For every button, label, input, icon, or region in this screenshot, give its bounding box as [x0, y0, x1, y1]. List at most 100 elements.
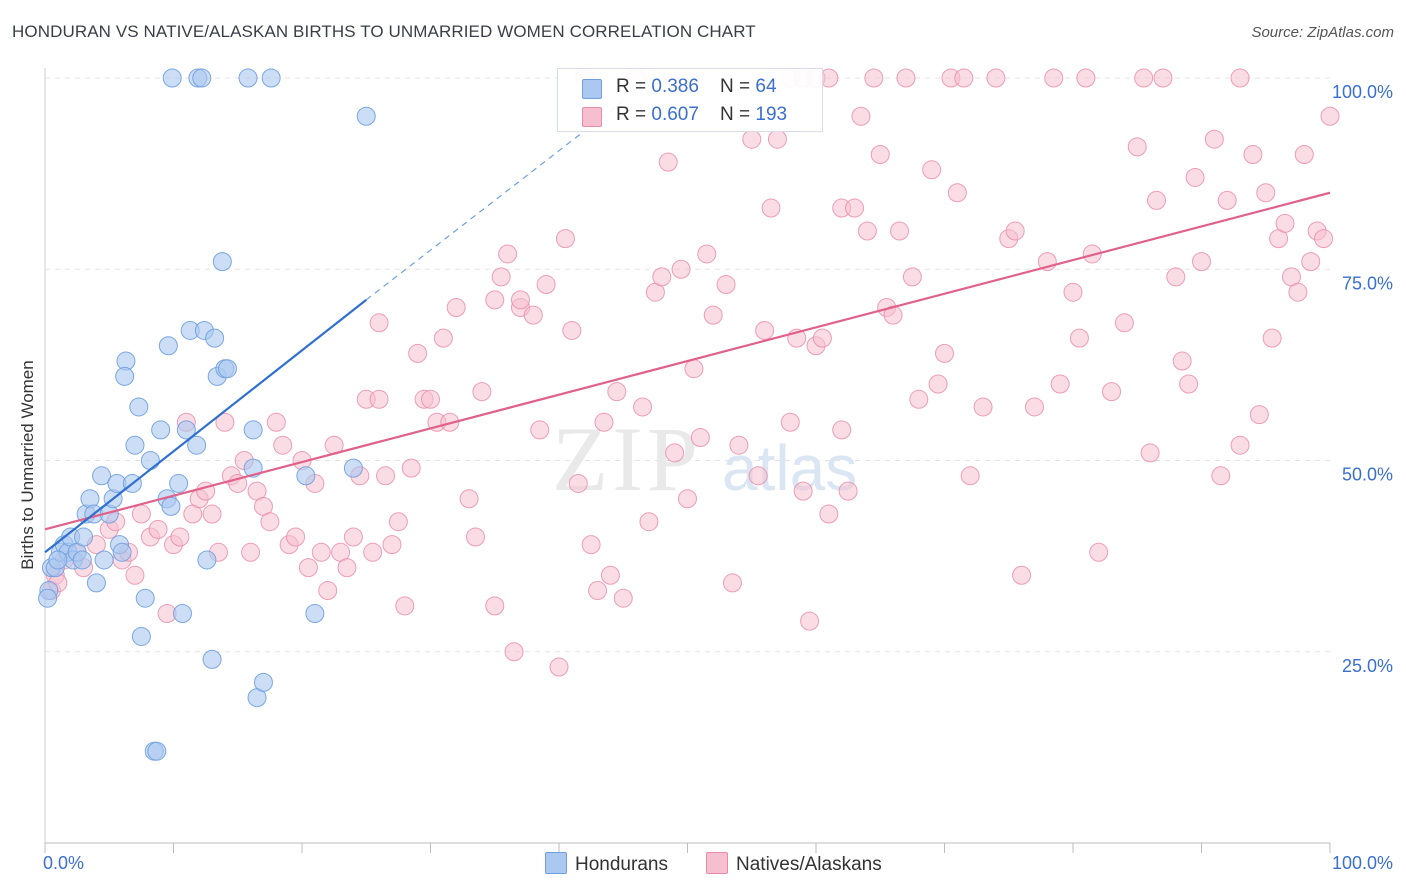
honduran-point [305, 604, 325, 623]
legend-swatch-pink [582, 107, 602, 127]
bottom-legend-natives: Natives/Alaskans [706, 852, 882, 876]
native-point [562, 320, 582, 340]
legend-r-value: 0.607 [651, 104, 699, 125]
axes [44, 68, 1331, 853]
honduran-point [161, 496, 181, 516]
native-point [485, 596, 505, 616]
native-point [504, 642, 524, 662]
native-point [671, 259, 691, 279]
honduran-point [243, 420, 263, 440]
hondurans-trend-line [44, 298, 367, 554]
native-point [485, 290, 505, 310]
native-point [678, 489, 697, 509]
native-point [633, 397, 653, 417]
legend-n-label: N = [720, 104, 756, 125]
native-point [446, 298, 466, 317]
bottom-legend-label: Natives/Alaskans [736, 854, 882, 875]
y-axis-label: Births to Unmarried Women [18, 360, 37, 569]
native-point [986, 68, 1006, 88]
native-point [761, 198, 781, 218]
native-point [369, 313, 389, 333]
honduran-point [162, 68, 182, 88]
native-point [536, 275, 556, 295]
native-point [851, 106, 871, 126]
honduran-point [151, 420, 171, 440]
native-point [658, 152, 678, 172]
chart-title: HONDURAN VS NATIVE/ALASKAN BIRTHS TO UNM… [12, 22, 756, 41]
x-tick-label: 100.0% [1332, 853, 1393, 873]
trend-lines [44, 100, 1331, 554]
x-tick-labels: 0.0% 100.0% [43, 853, 1393, 873]
native-point [1204, 129, 1224, 149]
native-point [1288, 282, 1308, 302]
native-point [742, 129, 762, 149]
native-point [241, 542, 261, 562]
native-point [1050, 374, 1070, 394]
legend-swatch-blue [582, 79, 602, 99]
native-point [343, 527, 363, 547]
native-point [433, 328, 453, 348]
native-point [1249, 405, 1269, 425]
native-point [665, 443, 685, 463]
native-point [1069, 328, 1089, 348]
native-point [1044, 68, 1064, 88]
honduran-point [296, 466, 316, 486]
native-point [363, 542, 383, 562]
native-point [266, 412, 286, 432]
native-point [568, 473, 588, 493]
honduran-point [187, 435, 207, 455]
honduran-point [125, 435, 145, 455]
native-point [588, 581, 608, 601]
natives-points [41, 68, 1340, 677]
native-point [954, 68, 974, 88]
honduran-point [217, 359, 237, 379]
native-point [838, 481, 858, 501]
native-point [311, 542, 331, 562]
native-point [890, 221, 910, 241]
bottom-legend-swatch-blue [545, 852, 567, 874]
honduran-point [169, 473, 189, 493]
honduran-point [131, 626, 151, 646]
native-point [1211, 466, 1231, 486]
native-point [170, 527, 190, 547]
native-point [722, 573, 742, 593]
y-tick-label: 50.0% [1342, 465, 1393, 485]
native-point [1063, 282, 1083, 302]
native-point [935, 343, 954, 363]
native-point [607, 382, 627, 402]
native-point [510, 290, 530, 310]
native-point [767, 129, 787, 149]
native-point [1024, 397, 1044, 417]
native-point [902, 267, 922, 287]
bottom-legend-hondurans: Hondurans [545, 852, 668, 876]
native-point [812, 328, 832, 348]
native-point [1166, 267, 1186, 287]
y-tick-label: 100.0% [1332, 82, 1393, 102]
native-point [318, 581, 338, 601]
honduran-point [74, 527, 94, 547]
native-point [376, 466, 396, 486]
honduran-point [238, 68, 258, 88]
stats-legend: R = 0.386 N = 64 R = 0.607 N = 193 [557, 68, 823, 132]
honduran-point [86, 573, 106, 593]
honduran-point [202, 649, 222, 669]
y-tick-label: 25.0% [1342, 656, 1393, 676]
native-point [793, 481, 813, 501]
native-point [909, 389, 929, 409]
honduran-point [205, 328, 225, 348]
honduran-point [38, 588, 58, 608]
honduran-point [147, 741, 167, 761]
native-point [857, 221, 877, 241]
native-point [1012, 565, 1032, 585]
native-point [1314, 229, 1334, 249]
native-point [401, 458, 421, 478]
native-point [215, 412, 235, 432]
native-point [465, 527, 485, 547]
native-point [260, 512, 280, 532]
natives-trend-line [44, 191, 1331, 531]
native-point [131, 504, 151, 524]
native-point [148, 519, 168, 539]
native-point [1134, 68, 1154, 88]
honduran-point [115, 366, 135, 386]
